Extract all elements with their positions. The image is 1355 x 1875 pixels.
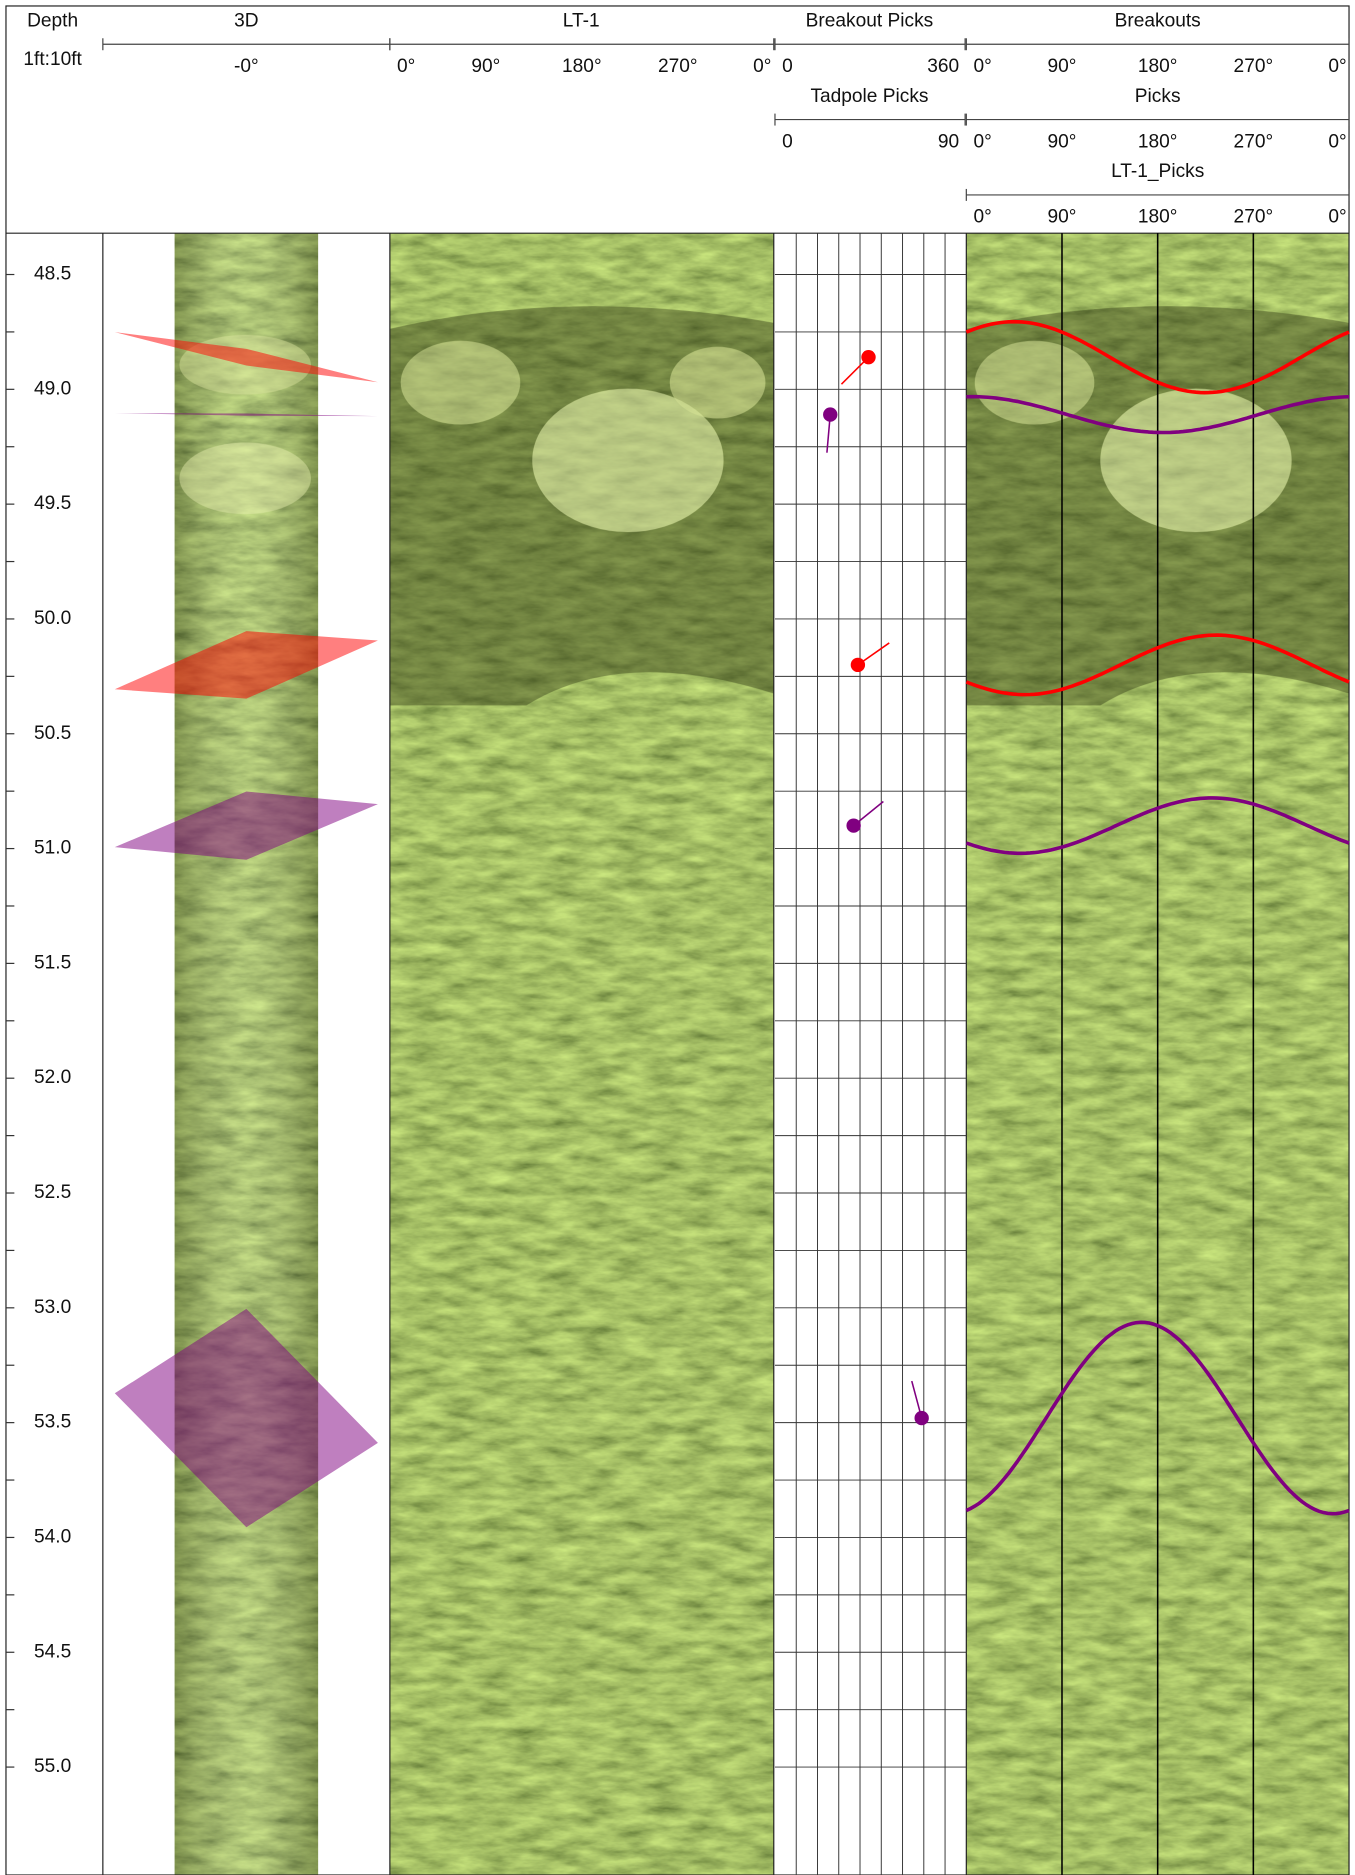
scale-label: -0° (234, 56, 259, 77)
scale-label: 0° (1328, 56, 1346, 77)
scale-label: 0 (782, 131, 793, 152)
pick-sinusoid (965, 796, 1350, 856)
depth-label: 52.0 (34, 1067, 71, 1088)
scale-label: 270° (1234, 56, 1274, 77)
depth-label: 50.5 (34, 723, 71, 744)
tadpole (846, 818, 861, 833)
pick-sinusoid (965, 633, 1350, 697)
scale-label: 0° (973, 56, 991, 77)
3d-plane (114, 631, 378, 699)
track-title: 3D (234, 11, 258, 32)
depth-label: 49.5 (34, 493, 71, 514)
3d-plane (114, 332, 378, 383)
depth-label: 53.0 (34, 1297, 71, 1318)
tadpole (914, 1410, 929, 1426)
tadpole (850, 657, 866, 673)
depth-label: 55.0 (34, 1756, 71, 1777)
track-title: Depth (27, 11, 78, 32)
scale-label: 270° (658, 56, 698, 77)
3d-shading (174, 233, 319, 1875)
scale-label: 90° (1048, 131, 1077, 152)
depth-scale: 1ft:10ft (23, 49, 82, 70)
3d-plane (114, 791, 378, 860)
depth-label: 53.5 (34, 1412, 71, 1433)
track-title: Tadpole Picks (810, 86, 928, 107)
image-tracks (174, 233, 1350, 1875)
track-title: LT-1 (563, 11, 600, 32)
scale-label: 0° (973, 131, 991, 152)
depth-label: 48.5 (34, 264, 71, 285)
scale-label: 180° (1138, 207, 1178, 228)
3d-plane (114, 1308, 378, 1528)
track-title: Breakouts (1115, 11, 1201, 32)
depth-label: 52.5 (34, 1182, 71, 1203)
scale-label: 270° (1234, 207, 1274, 228)
scale-label: 0° (753, 56, 771, 77)
scale-label: 90° (1048, 56, 1077, 77)
track-title: Breakout Picks (806, 11, 934, 32)
pick-sinusoid (966, 394, 1350, 435)
track-title: LT-1_Picks (1111, 161, 1204, 182)
scale-label: 0° (1328, 207, 1346, 228)
scale-label: 180° (1138, 56, 1178, 77)
scale-label: 90 (938, 131, 959, 152)
scale-label: 0 (782, 56, 793, 77)
depth-label: 50.0 (34, 608, 71, 629)
scale-label: 180° (1138, 131, 1178, 152)
scale-label: 0° (1328, 131, 1346, 152)
scale-label: 0° (973, 207, 991, 228)
depth-label: 51.0 (34, 838, 71, 859)
3d-plane (114, 413, 378, 417)
depth-label: 54.0 (34, 1526, 71, 1547)
depth-label: 54.5 (34, 1641, 71, 1662)
pick-sinusoid (965, 319, 1350, 395)
depth-label: 51.5 (34, 952, 71, 973)
track-title: Picks (1135, 86, 1181, 107)
scale-label: 270° (1234, 131, 1274, 152)
track-borders (102, 233, 967, 1875)
tadpole (861, 350, 876, 365)
tadpole (823, 407, 838, 422)
scale-label: 360 (927, 56, 959, 77)
depth-label: 49.0 (34, 378, 71, 399)
scale-label: 180° (562, 56, 602, 77)
scale-label: 90° (1048, 207, 1077, 228)
scale-label: 90° (471, 56, 500, 77)
pick-sinusoid (965, 1320, 1350, 1516)
scale-label: 0° (397, 56, 415, 77)
